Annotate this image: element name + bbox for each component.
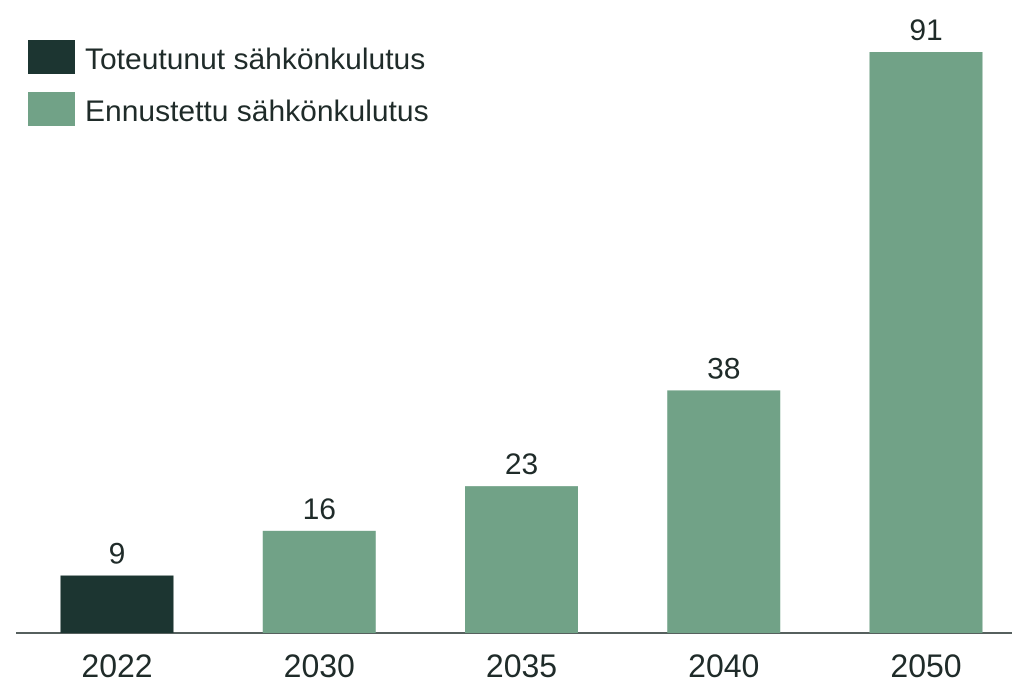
x-tick-label: 2040 (688, 648, 759, 678)
data-label: 38 (707, 352, 740, 385)
x-tick-label: 2022 (81, 648, 152, 678)
legend-label: Toteutunut sähkönkulutus (85, 43, 425, 76)
x-tick-label: 2030 (284, 648, 355, 678)
data-label: 16 (303, 493, 336, 526)
bar (262, 530, 376, 633)
bar (465, 486, 578, 633)
x-tick-label: 2050 (890, 648, 961, 678)
data-label: 23 (505, 448, 538, 481)
bar (869, 52, 983, 633)
bar (667, 390, 781, 633)
data-label: 91 (909, 14, 942, 47)
legend-label: Ennustettu sähkönkulutus (85, 95, 429, 128)
x-tick-label: 2035 (486, 648, 557, 678)
legend-swatch (28, 40, 75, 74)
bar (60, 575, 174, 633)
legend-swatch (28, 92, 75, 126)
data-label: 9 (109, 538, 126, 571)
